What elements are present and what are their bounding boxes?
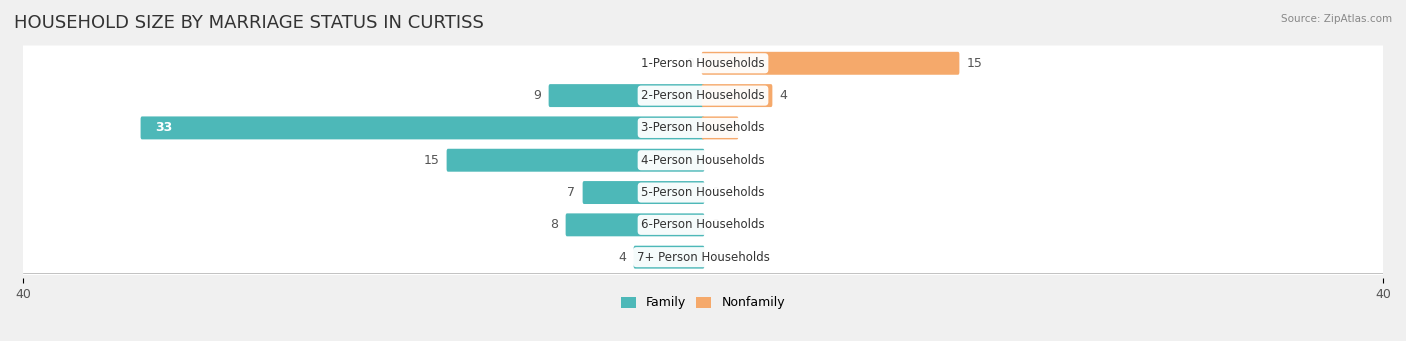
FancyBboxPatch shape	[565, 213, 704, 236]
FancyBboxPatch shape	[22, 207, 1384, 243]
Text: 7+ Person Households: 7+ Person Households	[637, 251, 769, 264]
Text: 2: 2	[745, 121, 754, 134]
Text: 6-Person Households: 6-Person Households	[641, 218, 765, 231]
FancyBboxPatch shape	[22, 110, 1384, 146]
Text: 0: 0	[711, 186, 720, 199]
FancyBboxPatch shape	[22, 143, 1384, 178]
Text: 0: 0	[711, 218, 720, 231]
FancyBboxPatch shape	[22, 45, 1384, 81]
Text: 4-Person Households: 4-Person Households	[641, 154, 765, 167]
FancyBboxPatch shape	[634, 246, 704, 269]
Text: 1-Person Households: 1-Person Households	[641, 57, 765, 70]
Text: 15: 15	[966, 57, 983, 70]
Text: Source: ZipAtlas.com: Source: ZipAtlas.com	[1281, 14, 1392, 24]
Text: 15: 15	[423, 154, 440, 167]
Text: HOUSEHOLD SIZE BY MARRIAGE STATUS IN CURTISS: HOUSEHOLD SIZE BY MARRIAGE STATUS IN CUR…	[14, 14, 484, 32]
Text: 4: 4	[779, 89, 787, 102]
Text: 33: 33	[156, 121, 173, 134]
FancyBboxPatch shape	[582, 181, 704, 204]
Text: 5-Person Households: 5-Person Households	[641, 186, 765, 199]
Text: 8: 8	[551, 218, 558, 231]
FancyBboxPatch shape	[141, 116, 704, 139]
Text: 3-Person Households: 3-Person Households	[641, 121, 765, 134]
FancyBboxPatch shape	[22, 239, 1384, 275]
FancyBboxPatch shape	[702, 52, 959, 75]
Text: 2-Person Households: 2-Person Households	[641, 89, 765, 102]
Legend: Family, Nonfamily: Family, Nonfamily	[616, 291, 790, 314]
FancyBboxPatch shape	[22, 78, 1384, 113]
FancyBboxPatch shape	[702, 116, 738, 139]
FancyBboxPatch shape	[447, 149, 704, 172]
FancyBboxPatch shape	[548, 84, 704, 107]
Text: 4: 4	[619, 251, 627, 264]
Text: 9: 9	[534, 89, 541, 102]
FancyBboxPatch shape	[702, 84, 772, 107]
FancyBboxPatch shape	[22, 175, 1384, 210]
Text: 7: 7	[568, 186, 575, 199]
Text: 0: 0	[711, 154, 720, 167]
Text: 0: 0	[711, 251, 720, 264]
Text: 0: 0	[686, 57, 695, 70]
